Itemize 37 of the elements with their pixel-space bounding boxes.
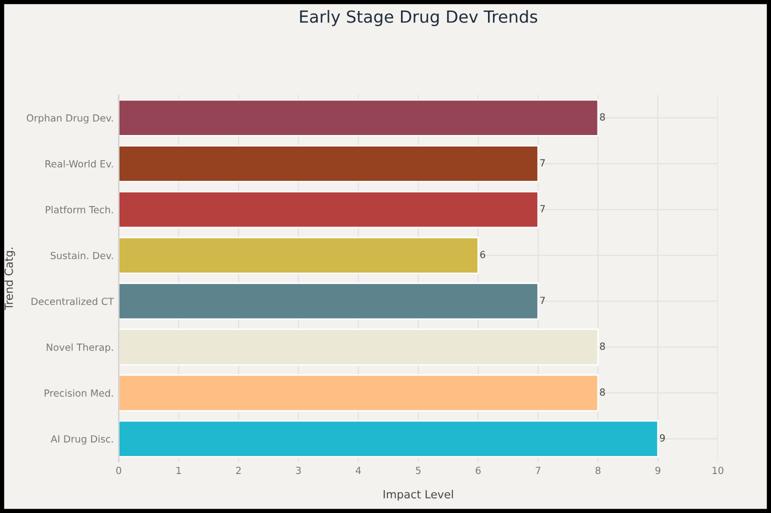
chart-title: Early Stage Drug Dev Trends <box>300 10 538 26</box>
data-label: 8 <box>600 342 605 350</box>
data-label: 8 <box>600 113 605 121</box>
x-tick-label: 7 <box>536 466 540 474</box>
bar <box>118 282 539 320</box>
x-tick-label: 3 <box>296 466 301 474</box>
y-tick-label: AI Drug Disc. <box>50 435 113 444</box>
x-axis-title: Impact Level <box>384 490 453 501</box>
data-label: 7 <box>540 296 545 304</box>
bar <box>118 99 599 136</box>
y-axis-title: Trend Catg. <box>4 248 16 310</box>
x-tick-label: 1 <box>176 466 181 474</box>
y-tick-label: Orphan Drug Dev. <box>26 114 113 124</box>
x-tick-label: 9 <box>655 466 660 474</box>
bar <box>118 236 479 274</box>
x-tick-label: 0 <box>116 466 122 474</box>
x-tick-label: 8 <box>596 466 600 474</box>
y-tick-label: Real-World Ev. <box>46 160 113 168</box>
data-label: 9 <box>660 434 665 442</box>
y-tick-label: Precision Med. <box>44 389 113 397</box>
y-tick-label: Platform Tech. <box>46 206 113 214</box>
x-tick-label: 6 <box>476 466 481 474</box>
data-label: 7 <box>540 159 545 166</box>
y-tick-label: Decentralized CT <box>32 298 114 306</box>
x-tick-label: 2 <box>236 466 241 474</box>
y-tick-label: Sustain. Dev. <box>50 252 113 260</box>
data-label: 7 <box>540 205 545 212</box>
x-tick-label: 10 <box>712 466 724 474</box>
bar <box>118 374 599 412</box>
x-tick-label: 4 <box>356 466 361 474</box>
bar <box>118 420 659 458</box>
data-label: 8 <box>600 388 605 396</box>
bar <box>118 145 539 182</box>
x-tick-label: 5 <box>416 466 421 474</box>
y-tick-label: Novel Therap. <box>46 343 113 353</box>
bar <box>118 190 539 228</box>
data-label: 6 <box>480 250 486 258</box>
